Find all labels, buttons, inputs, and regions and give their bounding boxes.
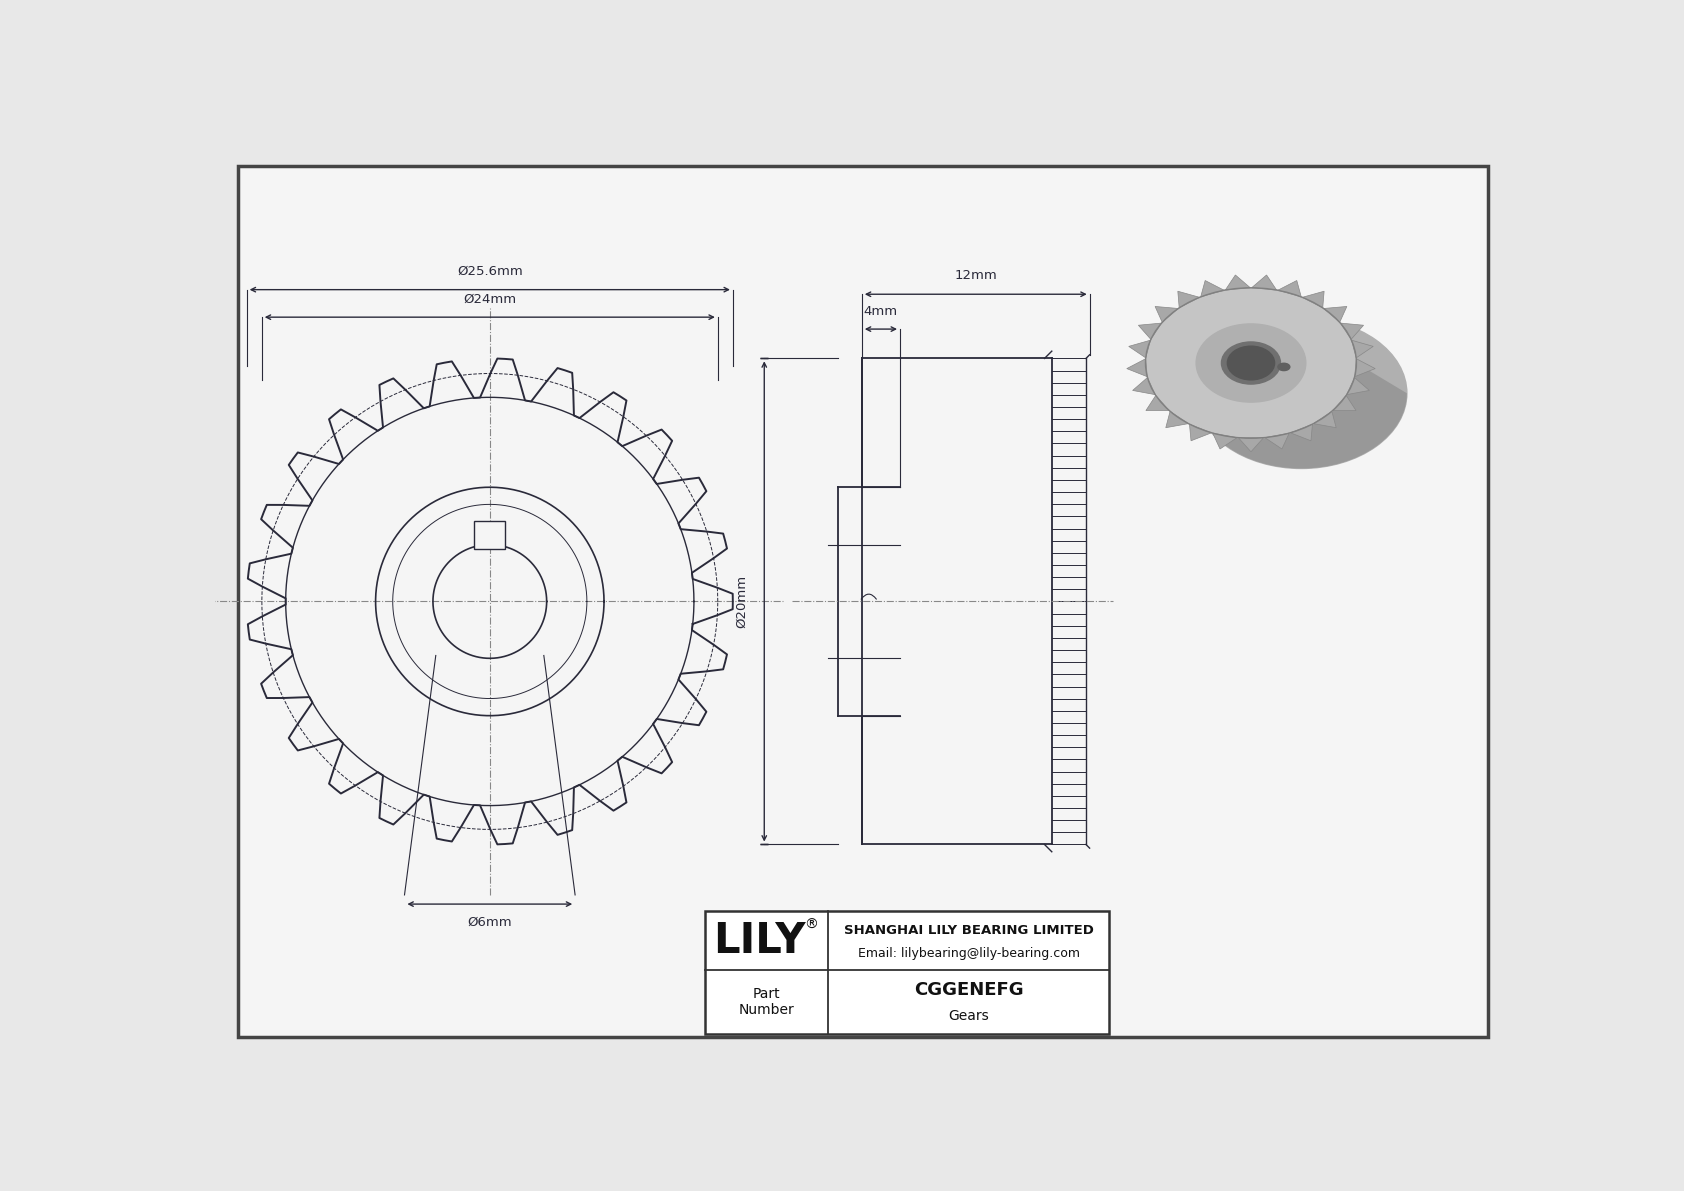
- Polygon shape: [1347, 378, 1369, 394]
- Polygon shape: [1332, 395, 1356, 411]
- Polygon shape: [1278, 281, 1302, 297]
- Text: Ø24mm: Ø24mm: [463, 293, 517, 306]
- Text: Part
Number: Part Number: [739, 987, 795, 1017]
- Polygon shape: [1314, 411, 1335, 428]
- Polygon shape: [1145, 363, 1406, 468]
- Text: Ø20mm: Ø20mm: [734, 575, 748, 628]
- Polygon shape: [1155, 306, 1179, 323]
- Bar: [475, 520, 505, 549]
- Polygon shape: [1290, 424, 1312, 441]
- Text: 4mm: 4mm: [864, 305, 898, 318]
- Polygon shape: [1165, 411, 1189, 428]
- Text: Ø25.6mm: Ø25.6mm: [456, 264, 522, 278]
- Ellipse shape: [1221, 342, 1280, 384]
- Text: Ø6mm: Ø6mm: [468, 916, 512, 929]
- Polygon shape: [1354, 358, 1376, 376]
- Text: SHANGHAI LILY BEARING LIMITED: SHANGHAI LILY BEARING LIMITED: [844, 924, 1093, 937]
- Polygon shape: [1265, 434, 1290, 449]
- Polygon shape: [1201, 281, 1224, 297]
- Polygon shape: [1340, 323, 1364, 339]
- Bar: [706, 911, 1108, 1034]
- Ellipse shape: [1278, 363, 1290, 370]
- Polygon shape: [1226, 275, 1251, 291]
- Polygon shape: [1302, 292, 1324, 308]
- Polygon shape: [1127, 358, 1147, 376]
- Polygon shape: [1251, 275, 1276, 291]
- Polygon shape: [1138, 323, 1162, 339]
- Ellipse shape: [1145, 288, 1356, 438]
- Polygon shape: [1145, 395, 1169, 411]
- Polygon shape: [1133, 378, 1155, 394]
- Polygon shape: [1177, 292, 1199, 308]
- Text: ®: ®: [803, 917, 818, 931]
- Ellipse shape: [1196, 324, 1305, 403]
- Polygon shape: [1352, 341, 1372, 357]
- Text: LILY: LILY: [714, 919, 805, 962]
- Polygon shape: [1189, 424, 1211, 441]
- Ellipse shape: [1196, 318, 1406, 468]
- Text: Gears: Gears: [948, 1010, 989, 1023]
- Text: CGGENEFG: CGGENEFG: [914, 980, 1024, 998]
- Polygon shape: [1324, 306, 1347, 323]
- Ellipse shape: [1228, 347, 1275, 380]
- Polygon shape: [1238, 437, 1263, 451]
- Polygon shape: [1212, 434, 1238, 449]
- Text: 12mm: 12mm: [955, 269, 997, 282]
- Text: Email: lilybearing@lily-bearing.com: Email: lilybearing@lily-bearing.com: [857, 947, 1079, 960]
- Polygon shape: [1128, 341, 1150, 357]
